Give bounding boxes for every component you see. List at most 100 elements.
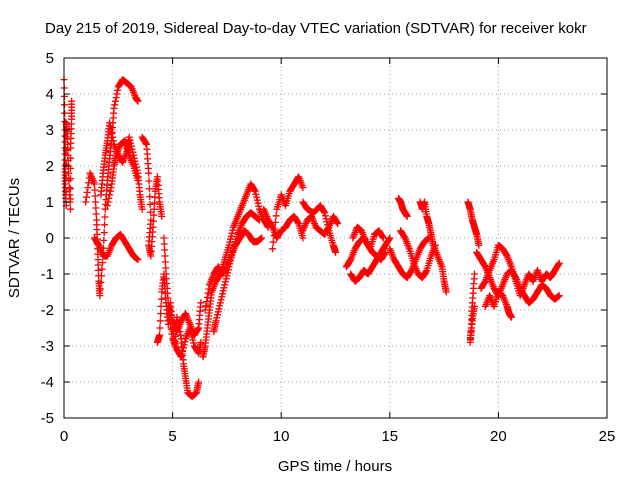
data-point [107,184,115,192]
data-point [481,262,489,270]
y-axis-title: SDTVAR / TECUs [6,178,23,298]
data-point [67,195,75,203]
data-point [271,225,279,233]
data-point [61,109,69,117]
data-point [165,311,173,319]
data-point [333,218,341,226]
data-point [187,330,195,338]
data-point [167,325,175,333]
data-point [385,235,393,243]
x-tick-label: 10 [273,428,290,445]
data-point [203,298,211,306]
x-tick-label: 0 [60,428,68,445]
data-point [177,353,185,361]
data-point [224,269,232,277]
data-point [422,268,430,276]
x-axis-title: GPS time / hours [278,458,392,475]
data-point [366,244,374,252]
data-point [215,305,223,313]
y-tick-label: -3 [41,338,54,355]
data-point [507,313,515,321]
data-point [379,233,387,241]
data-point [555,259,563,267]
data-point [228,229,236,237]
data-point [109,137,117,145]
data-point [442,288,450,296]
data-point [229,226,237,234]
grid [64,58,607,418]
data-point [150,205,158,213]
data-point [554,260,562,268]
data-point [214,308,222,316]
data-point [227,254,235,262]
data-point [299,234,307,242]
data-point [255,202,263,210]
data-point [110,104,118,112]
data-point [223,272,231,280]
axis-ticks [63,57,608,419]
data-point [222,275,230,283]
data-point [168,330,176,338]
data-point [105,194,113,202]
data-point [269,245,277,253]
y-tick-label: -1 [41,266,54,283]
data-point [221,281,229,289]
data-point [147,208,155,216]
data-point [220,284,228,292]
y-tick-label: -4 [41,374,54,391]
data-point [106,119,114,127]
y-tick-label: -5 [41,410,54,427]
data-point [195,378,203,386]
data-point [324,221,332,229]
data-point [216,302,224,310]
data-point [91,198,99,206]
data-point [156,317,164,325]
data-point [164,299,172,307]
data-point [258,234,266,242]
data-point [91,186,99,194]
data-point [270,232,278,240]
data-point [113,90,121,98]
y-tick-label: 1 [46,194,54,211]
data-point [107,126,115,134]
data-point [100,236,108,244]
data-point [271,218,279,226]
data-point [160,234,168,242]
data-point [112,94,120,102]
data-point [161,246,169,254]
data-point [164,306,172,314]
data-point [67,154,75,162]
data-point [157,295,165,303]
data-point [189,336,197,344]
data-point [272,212,280,220]
data-point [178,350,186,358]
data-point [146,200,154,208]
data-point [218,293,226,301]
data-point [108,130,116,138]
data-point [84,184,92,192]
y-tick-label: 0 [46,230,54,247]
data-point [66,191,74,199]
y-tick-labels: -5 -4 -3 -2 -1 0 1 2 3 4 5 [41,50,54,427]
data-point [109,133,117,141]
data-point [188,333,196,341]
x-tick-label: 20 [490,428,507,445]
data-point [323,218,331,226]
data-point [255,216,263,224]
data-point [106,191,114,199]
x-tick-labels: 0 5 10 15 20 25 [60,428,616,445]
data-point [216,299,224,307]
data-point [186,324,194,332]
y-tick-label: 3 [46,122,54,139]
y-tick-label: -2 [41,302,54,319]
data-point [228,251,236,259]
data-point [67,175,75,183]
data-point [156,324,164,332]
data-point [160,240,168,248]
data-point [156,331,164,339]
data-point [106,122,114,130]
data-point [151,199,158,207]
data-point [180,341,188,349]
data-point [386,234,394,242]
